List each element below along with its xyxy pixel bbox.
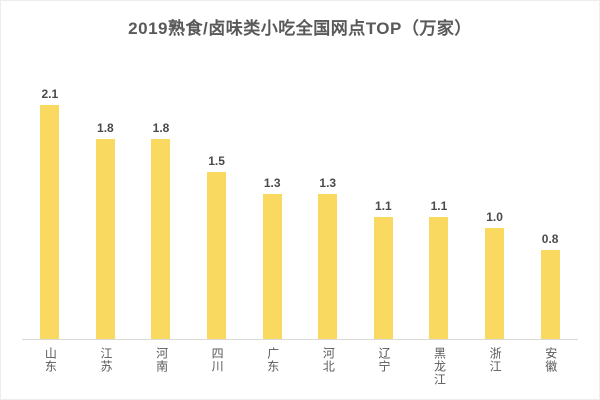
bar [485,228,505,339]
bar-column: 1.8 [78,61,134,339]
bar [262,194,282,339]
bar-value-label: 1.1 [430,199,448,213]
bar-value-label: 1.8 [152,121,170,135]
bar-column: 1.1 [411,61,467,339]
bar-value-label: 1.3 [263,176,281,190]
bar-column: 1.3 [244,61,300,339]
bar [95,139,115,339]
bar [207,172,227,339]
bar-value-label: 1.1 [375,199,392,213]
category-label: 广东 [265,347,280,373]
category-label: 江苏 [98,347,113,373]
category-cell: 辽宁 [356,347,412,386]
category-cell: 山东 [22,347,78,386]
category-label: 黑龙江 [432,347,447,386]
bar-value-label: 2.1 [41,87,59,101]
category-cell: 浙江 [467,347,523,386]
bar [151,139,171,339]
bar-value-label: 1.5 [208,154,225,168]
category-label: 河南 [154,347,169,373]
bar [540,250,560,339]
category-cell: 安徽 [522,347,578,386]
category-label: 山东 [43,347,58,373]
category-label: 辽宁 [376,347,391,373]
category-cell: 江苏 [78,347,134,386]
category-label: 四川 [210,347,225,373]
bar-value-label: 1.8 [97,121,114,135]
bar-column: 2.1 [22,61,78,339]
x-axis-category-labels: 山东 江苏 河南 四川 广东 河北 辽宁 黑龙江 浙江 安徽 [22,347,578,386]
category-label: 浙江 [488,347,503,373]
bar [318,194,338,339]
chart-title: 2019熟食/卤味类小吃全国网点TOP（万家） [128,19,472,38]
bar-value-label: 1.3 [319,176,337,190]
bar [40,105,60,339]
category-label: 安徽 [543,347,558,373]
category-cell: 四川 [189,347,245,386]
bar-column: 1.5 [189,61,245,339]
category-cell: 河南 [133,347,189,386]
bar-column: 1.0 [467,61,523,339]
category-cell: 广东 [244,347,300,386]
bar-value-label: 1.0 [486,210,503,224]
bar [429,217,449,339]
bar [373,217,393,339]
plot-area: 2.1 1.8 1.8 1.5 1.3 1.3 1.1 1.1 1.0 0.8 [22,61,578,340]
bar-value-label: 0.8 [541,232,559,246]
bar-column: 0.8 [522,61,578,339]
category-label: 河北 [321,347,336,373]
bar-column: 1.3 [300,61,356,339]
category-cell: 黑龙江 [411,347,467,386]
category-cell: 河北 [300,347,356,386]
bar-column: 1.1 [356,61,412,339]
bar-column: 1.8 [133,61,189,339]
